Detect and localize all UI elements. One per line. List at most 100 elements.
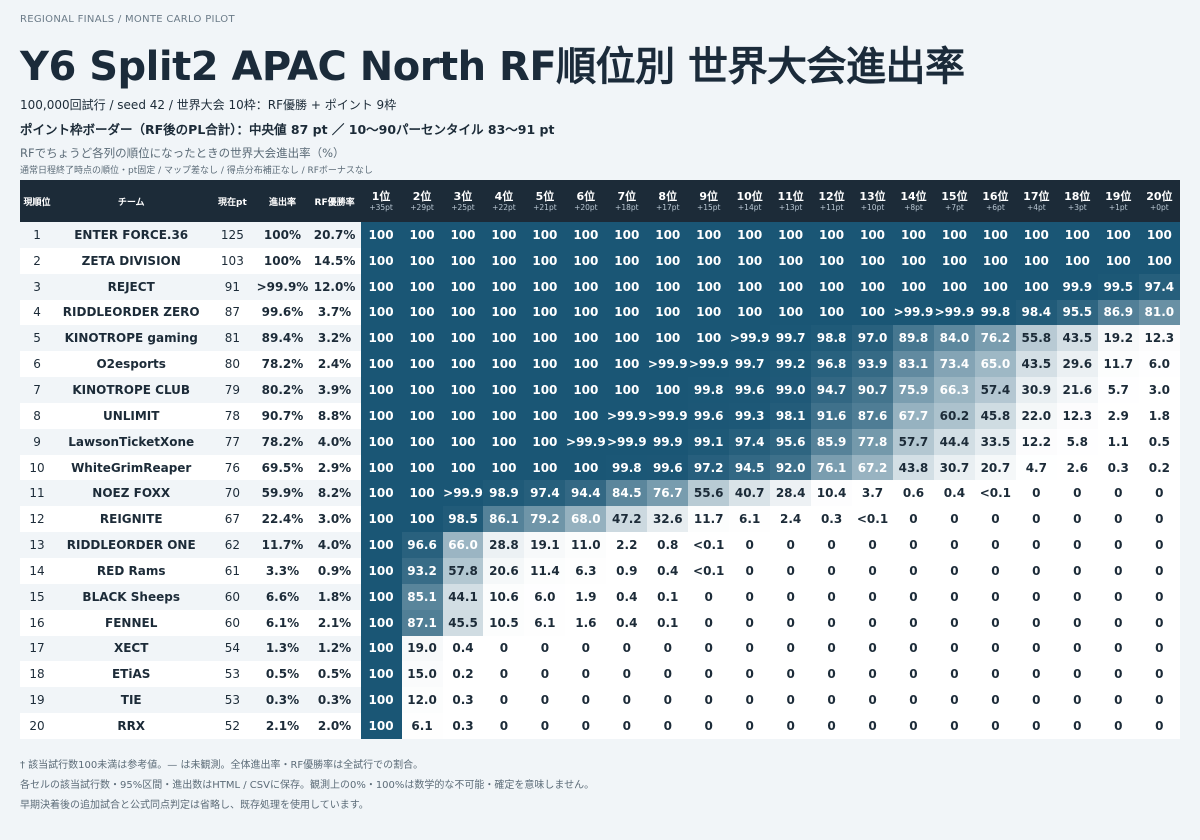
rate-cell: 100 bbox=[524, 273, 566, 300]
place-label: 13位 bbox=[859, 189, 886, 203]
rate-cell: 2.9 bbox=[1097, 402, 1139, 429]
rate-cell: 0 bbox=[1097, 713, 1139, 739]
rate-cell: 100 bbox=[483, 247, 525, 274]
rate-cell: 33.5 bbox=[974, 428, 1016, 455]
rate-cell: 100 bbox=[852, 299, 893, 326]
rate-cell: 0 bbox=[893, 687, 934, 714]
rate-cell: 0 bbox=[974, 687, 1016, 714]
rate-cell: 0 bbox=[1138, 635, 1180, 662]
rate-cell: 67.7 bbox=[893, 402, 934, 429]
rate-cell: 100 bbox=[606, 299, 648, 326]
rate-cell: 0 bbox=[606, 635, 648, 662]
rate-cell: 0 bbox=[729, 609, 771, 636]
rate-cell: 0 bbox=[811, 687, 853, 714]
win-rate: 1.2% bbox=[308, 635, 361, 662]
rate-cell: 100 bbox=[524, 428, 566, 455]
header-place-15: 15位 +7pt bbox=[933, 180, 975, 222]
header-place-2: 2位 +29pt bbox=[401, 180, 443, 222]
rate-cell: 100 bbox=[442, 402, 484, 429]
win-rate: 14.5% bbox=[308, 247, 361, 274]
rate-cell: 85.1 bbox=[401, 583, 443, 610]
rate-cell: 0 bbox=[1138, 583, 1180, 610]
rate-cell: 100 bbox=[933, 273, 975, 300]
rate-cell: 99.6 bbox=[688, 402, 730, 429]
rate-cell: 0 bbox=[1097, 687, 1139, 714]
rate-cell: 100 bbox=[565, 454, 607, 481]
win-rate: 0.3% bbox=[308, 687, 361, 714]
rate-cell: 0 bbox=[729, 687, 771, 714]
rate-cell: 100 bbox=[401, 351, 443, 378]
rate-cell: 0 bbox=[1015, 635, 1057, 662]
rate-cell: 0 bbox=[606, 687, 648, 714]
rate-cell: 0 bbox=[688, 687, 730, 714]
place-label: 10位 bbox=[736, 189, 763, 203]
rate-cell: 30.9 bbox=[1015, 377, 1057, 403]
rate-cell: 100 bbox=[401, 480, 443, 507]
rate-cell: 32.6 bbox=[647, 506, 689, 533]
rate-cell: 100 bbox=[360, 247, 402, 274]
place-points: +1pt bbox=[1108, 202, 1128, 212]
rate-cell: 100 bbox=[360, 402, 402, 429]
rate-cell: 0 bbox=[1097, 532, 1139, 558]
place-label: 3位 bbox=[453, 189, 473, 203]
rate-cell: 100 bbox=[606, 247, 648, 274]
rate-cell: 0.9 bbox=[606, 557, 648, 584]
rate-cell: 0 bbox=[1056, 687, 1098, 714]
rate-cell: 99.0 bbox=[770, 377, 812, 403]
header-place-4: 4位 +22pt bbox=[483, 180, 525, 222]
rate-cell: 44.1 bbox=[442, 583, 484, 610]
team-name: KINOTROPE CLUB bbox=[54, 377, 209, 403]
rate-cell: 0 bbox=[770, 661, 812, 688]
rate-cell: 0 bbox=[811, 583, 853, 610]
rate-cell: 12.3 bbox=[1138, 325, 1180, 352]
rate-cell: 0 bbox=[811, 635, 853, 662]
place-points: +29pt bbox=[410, 202, 434, 212]
rate-cell: 100 bbox=[852, 273, 893, 300]
rate-cell: 0 bbox=[729, 713, 771, 739]
rate-cell: 85.9 bbox=[811, 428, 853, 455]
rate-cell: 45.5 bbox=[442, 609, 484, 636]
header-place-7: 7位 +18pt bbox=[606, 180, 648, 222]
rate-cell: 100 bbox=[483, 273, 525, 300]
border-meta: ポイント枠ボーダー（RF後のPL合計）：中央値 87 pt ／ 10〜90パーセ… bbox=[20, 122, 555, 137]
rate-cell: 0 bbox=[933, 506, 975, 533]
rate-cell: 100 bbox=[442, 454, 484, 481]
rate-cell: 100 bbox=[483, 402, 525, 429]
rate-cell: 100 bbox=[933, 247, 975, 274]
rate-cell: 76.1 bbox=[811, 454, 853, 481]
place-label: 20位 bbox=[1146, 189, 1173, 203]
rate-cell: 99.7 bbox=[729, 351, 771, 378]
current-points: 103 bbox=[208, 247, 257, 274]
rate-cell: 0 bbox=[811, 532, 853, 558]
rate-cell: 100 bbox=[565, 351, 607, 378]
place-points: +18pt bbox=[615, 202, 639, 212]
rate-cell: 0.1 bbox=[647, 609, 689, 636]
rate-cell: 0 bbox=[565, 661, 607, 688]
rate-cell: 100 bbox=[401, 506, 443, 533]
rate-cell: 0 bbox=[852, 609, 893, 636]
rate-cell: 0 bbox=[1097, 583, 1139, 610]
place-label: 8位 bbox=[658, 189, 678, 203]
rate-cell: 0 bbox=[933, 557, 975, 584]
rate-cell: 100 bbox=[401, 299, 443, 326]
win-rate: 8.2% bbox=[308, 480, 361, 507]
rate-cell: <0.1 bbox=[688, 557, 730, 584]
row-rank: 9 bbox=[20, 428, 55, 455]
rate-cell: 100 bbox=[360, 635, 402, 662]
table-row: 9 LawsonTicketXone 77 78.2% 4.0% 100 100 100 100… bbox=[20, 428, 1180, 455]
current-points: 91 bbox=[208, 273, 257, 300]
table-row: 19 TIE 53 0.3% 0.3% 100 12.0 0.3 0 0 0 0 0 0 0 0 0 0 0 0 0 0 0… bbox=[20, 687, 1180, 714]
rate-cell: 97.2 bbox=[688, 454, 730, 481]
rate-cell: 0 bbox=[1056, 583, 1098, 610]
rate-cell: >99.9 bbox=[606, 428, 648, 455]
row-rank: 14 bbox=[20, 557, 55, 584]
row-rank: 20 bbox=[20, 713, 55, 739]
rate-cell: 0 bbox=[688, 635, 730, 662]
rate-cell: 0 bbox=[1097, 661, 1139, 688]
rate-cell: 99.2 bbox=[770, 351, 812, 378]
rate-cell: 3.7 bbox=[852, 480, 893, 507]
rate-cell: 75.9 bbox=[893, 377, 934, 403]
rate-cell: 99.6 bbox=[729, 377, 771, 403]
rate-cell: 76.2 bbox=[974, 325, 1016, 352]
rate-cell: 0.2 bbox=[1138, 454, 1180, 481]
